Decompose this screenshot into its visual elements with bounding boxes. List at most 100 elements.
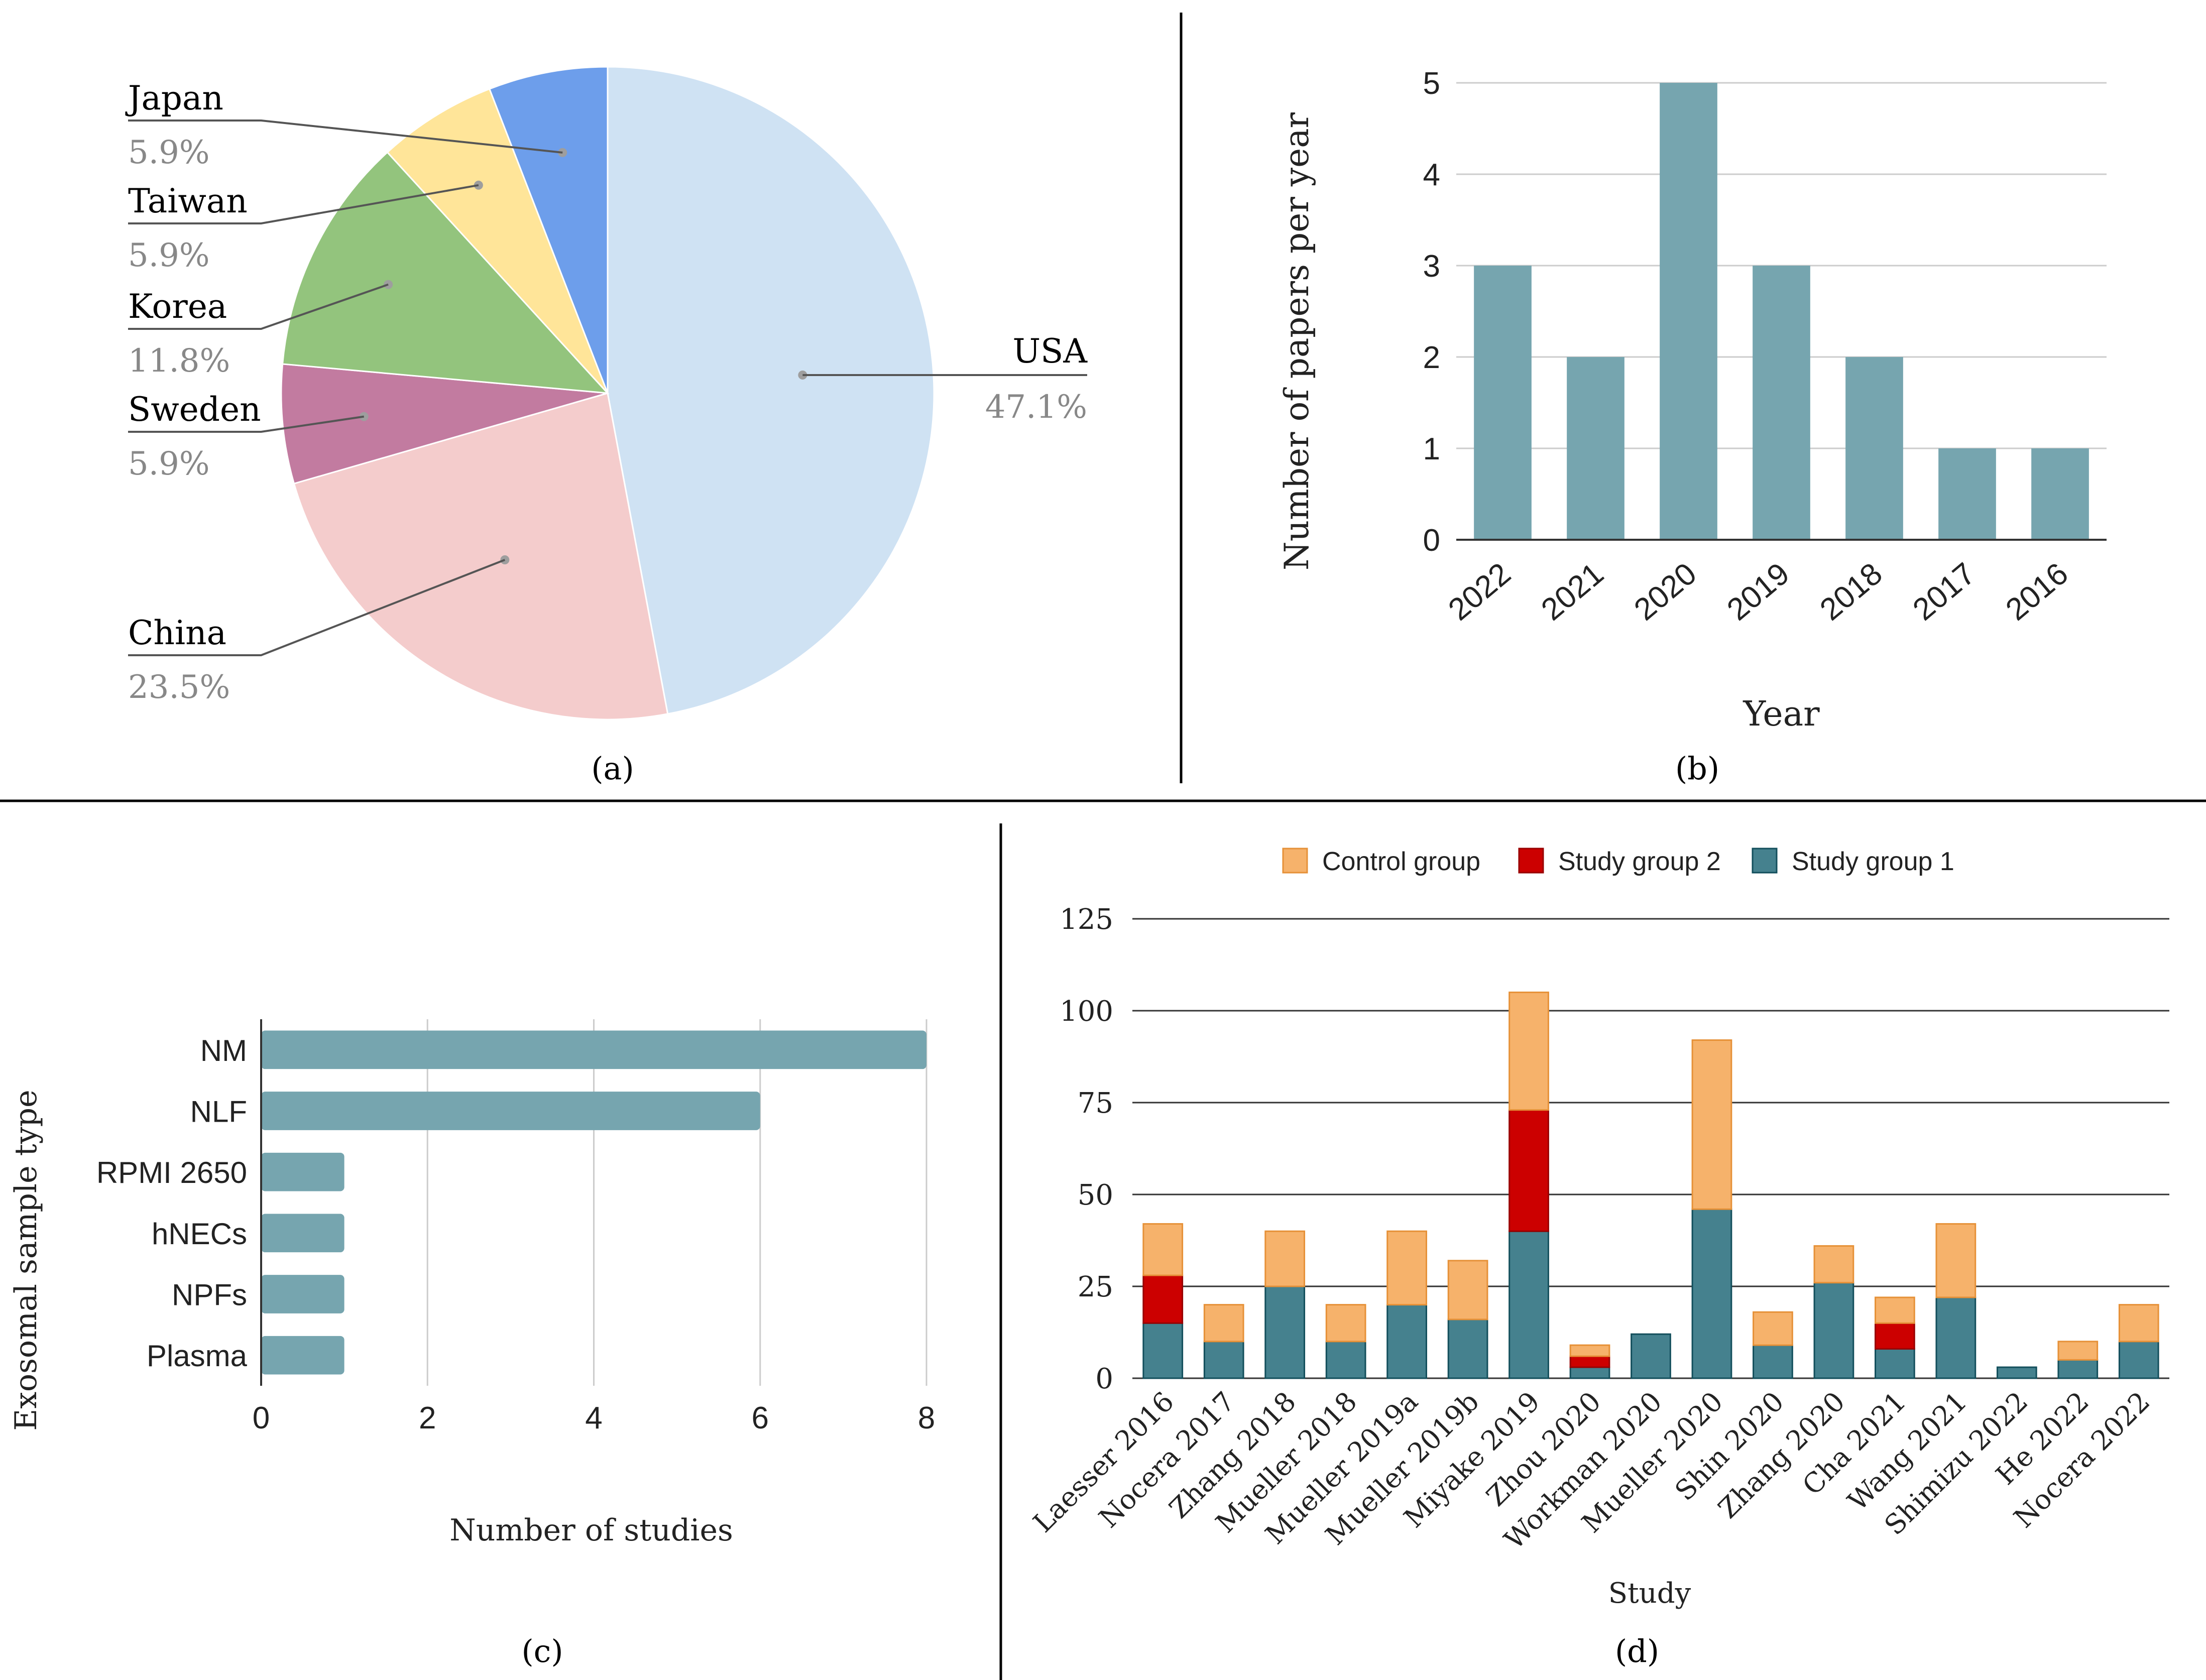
- y-tick-label: 75: [1078, 1087, 1113, 1120]
- x-axis-title: Study: [1608, 1577, 1691, 1610]
- pie-label-japan: Japan: [125, 79, 223, 117]
- bar-segment-control-group-shin-2020: [1753, 1311, 1793, 1346]
- bar-2016: [2031, 448, 2089, 540]
- bar-segment-study-group-1-zhang-2018: [1264, 1285, 1306, 1379]
- y-axis-title: Number of papers per year: [1278, 112, 1316, 570]
- x-tick-label: 8: [918, 1401, 935, 1435]
- legend-label-study-group-1: Study group 1: [1792, 847, 1954, 876]
- bar-nm: [261, 1030, 926, 1069]
- panel-label-d: (d): [1615, 1633, 1659, 1669]
- y-tick-label: 100: [1060, 995, 1113, 1028]
- bar-segment-control-group-wang-2021: [1935, 1223, 1977, 1298]
- y-tick-label: Plasma: [147, 1339, 248, 1373]
- legend-swatch-study-group-2: [1518, 848, 1544, 874]
- pie-label-taiwan: Taiwan: [128, 182, 248, 220]
- pie-pct-sweden: 5.9%: [128, 445, 210, 483]
- y-tick-label: 0: [1095, 1363, 1113, 1395]
- y-tick-label: hNECs: [152, 1217, 247, 1251]
- bar-segment-study-group-1-miyake-2019: [1508, 1230, 1549, 1379]
- bar-segment-control-group-laesser-2016: [1142, 1223, 1184, 1276]
- bar-2020: [1660, 83, 1717, 540]
- y-tick-label: RPMI 2650: [96, 1156, 247, 1189]
- y-tick-label: 1: [1423, 432, 1440, 466]
- bar-segment-study-group-1-zhou-2020: [1569, 1366, 1610, 1379]
- leader-line-korea: [128, 283, 389, 330]
- bar-segment-control-group-nocera-2022: [2118, 1304, 2159, 1343]
- bar-segment-control-group-miyake-2019: [1508, 991, 1549, 1111]
- panel-label-a: (a): [591, 750, 634, 787]
- y-tick-label: 0: [1423, 523, 1440, 558]
- bar-2022: [1474, 266, 1532, 540]
- y-tick-label: 4: [1423, 158, 1440, 192]
- bar-segment-study-group-1-mueller-2020: [1691, 1208, 1732, 1379]
- bar-nlf: [261, 1092, 760, 1130]
- pie-slice-sweden: [280, 363, 608, 485]
- bar-segment-control-group-he-2022: [2057, 1341, 2099, 1361]
- x-tick-label: 4: [585, 1401, 602, 1435]
- bar-rpmi-2650: [261, 1152, 344, 1191]
- bar-npfs: [261, 1275, 344, 1313]
- pie-pct-japan: 5.9%: [128, 134, 210, 171]
- legend-label-study-group-2: Study group 2: [1558, 847, 1721, 876]
- bar-2021: [1567, 357, 1624, 540]
- bar-segment-control-group-cha-2021: [1875, 1296, 1915, 1324]
- panel-label-b: (b): [1675, 750, 1719, 787]
- x-tick-label: 0: [253, 1401, 270, 1435]
- bar-2018: [1845, 357, 1903, 540]
- legend-swatch-control-group: [1282, 848, 1308, 874]
- legend-label-control-group: Control group: [1322, 847, 1480, 876]
- bar-segment-control-group-zhang-2020: [1813, 1245, 1854, 1284]
- y-tick-label: NPFs: [172, 1278, 247, 1312]
- bar-segment-control-group-nocera-2017: [1203, 1304, 1244, 1343]
- bar-2019: [1753, 266, 1810, 540]
- bar-segment-study-group-1-he-2022: [2057, 1359, 2099, 1379]
- panel-c-horizontal-bar-chart: 0 2 4 6 8 NM NLF RPMI 2650 hNECs NPFs Plasma Number…: [9, 1019, 935, 1548]
- x-axis-title: Number of studies: [449, 1513, 733, 1548]
- bar-segment-study-group-2-miyake-2019: [1508, 1109, 1549, 1232]
- pie-label-sweden: Sweden: [128, 390, 261, 429]
- pie-label-korea: Korea: [128, 287, 227, 326]
- bar-segment-study-group-2-cha-2021: [1875, 1322, 1915, 1350]
- bar-segment-study-group-1-nocera-2017: [1203, 1341, 1244, 1379]
- pie-pct-korea: 11.8%: [128, 342, 230, 380]
- panel-label-c: (c): [521, 1633, 563, 1669]
- leader-line-china: [128, 559, 506, 656]
- pie-label-usa: USA: [1013, 332, 1088, 371]
- y-tick-label: 25: [1078, 1271, 1113, 1303]
- bar-segment-study-group-1-zhang-2020: [1813, 1282, 1854, 1379]
- bar-segment-study-group-1-mueller-2019a: [1386, 1304, 1427, 1379]
- leader-line-japan: [128, 119, 563, 154]
- bar-segment-control-group-mueller-2018: [1325, 1304, 1366, 1343]
- x-tick-label: 2: [419, 1401, 436, 1435]
- leader-line-taiwan: [128, 184, 479, 224]
- bar-segment-study-group-1-shin-2020: [1753, 1344, 1793, 1379]
- bar-segment-study-group-1-mueller-2018: [1325, 1341, 1366, 1379]
- pie-slice-korea: [281, 151, 610, 394]
- x-tick-label: 6: [752, 1401, 769, 1435]
- y-tick-label: NM: [200, 1034, 247, 1067]
- y-axis-title: Exosomal sample type: [9, 1090, 44, 1430]
- bar-segment-study-group-1-shimizu-2022: [1996, 1366, 2037, 1379]
- bar-segment-study-group-1-cha-2021: [1875, 1348, 1915, 1379]
- pie-pct-taiwan: 5.9%: [128, 237, 210, 274]
- legend-swatch-study-group-1: [1752, 848, 1778, 874]
- bar-segment-control-group-zhang-2018: [1264, 1230, 1306, 1287]
- bar-segment-study-group-2-zhou-2020: [1569, 1355, 1610, 1368]
- bar-segment-study-group-2-laesser-2016: [1142, 1274, 1184, 1324]
- y-tick-label: 2: [1423, 340, 1440, 375]
- pie-pct-china: 23.5%: [128, 669, 230, 706]
- bar-segment-control-group-mueller-2019b: [1447, 1260, 1488, 1321]
- y-tick-label: NLF: [190, 1095, 247, 1129]
- y-tick-label: 125: [1060, 903, 1113, 936]
- y-tick-label: 5: [1423, 66, 1440, 101]
- pie-slice-usa: [607, 66, 935, 715]
- bar-segment-study-group-1-mueller-2019b: [1447, 1318, 1488, 1379]
- bar-hnecs: [261, 1214, 344, 1253]
- bar-segment-study-group-1-wang-2021: [1935, 1296, 1977, 1379]
- bar-segment-study-group-1-laesser-2016: [1142, 1322, 1184, 1379]
- pie-slice-china: [293, 392, 669, 721]
- y-tick-label: 3: [1423, 249, 1440, 284]
- pie-label-china: China: [128, 614, 226, 652]
- leader-line-sweden: [128, 415, 365, 433]
